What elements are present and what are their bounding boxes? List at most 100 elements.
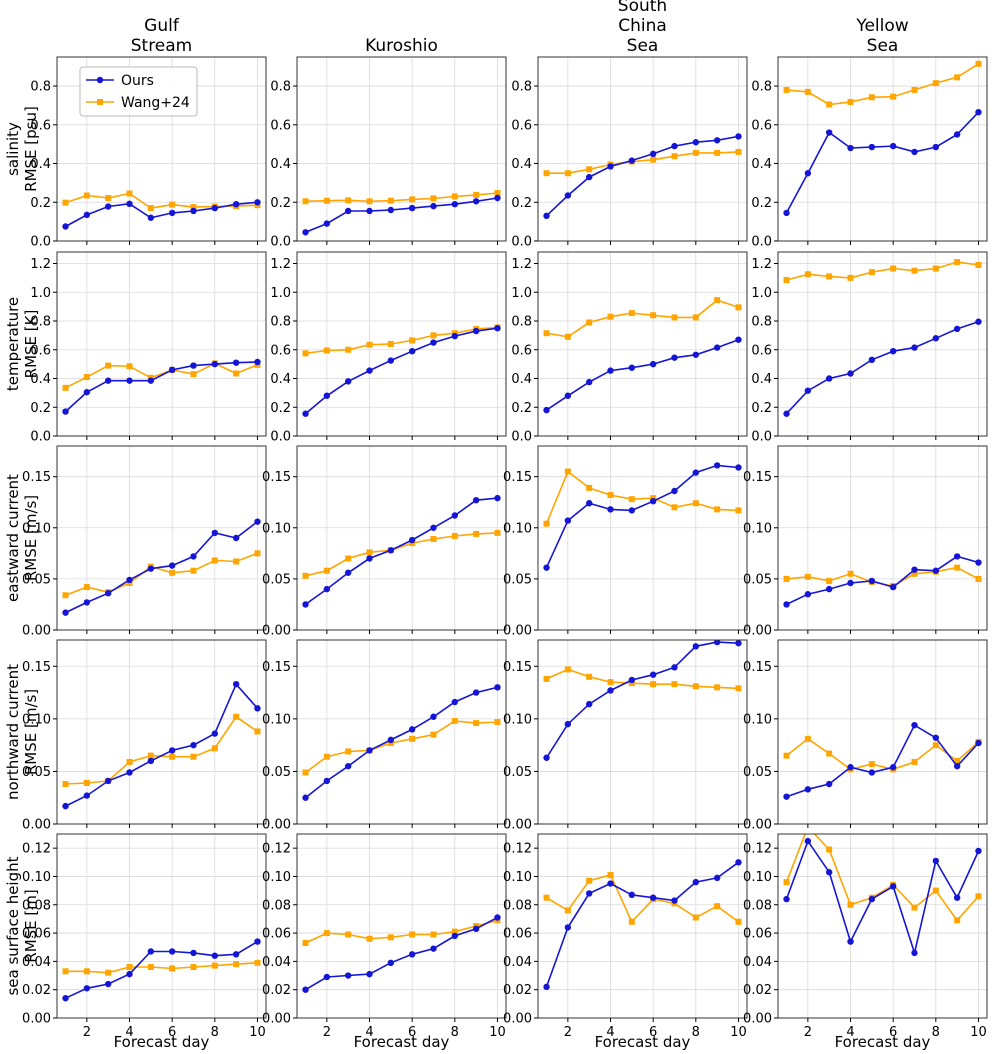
- ours-line: [305, 686, 498, 799]
- y-tick-label: 0.10: [503, 712, 532, 727]
- wang-point: [847, 570, 854, 577]
- ours-point: [607, 367, 614, 374]
- ours-point: [975, 847, 982, 855]
- wang-point: [105, 362, 112, 369]
- ours-point: [783, 410, 790, 417]
- y-tick-label: 0.0: [511, 235, 532, 250]
- ours-point: [953, 131, 961, 138]
- x-tick-label: 4: [365, 1025, 373, 1040]
- ours-point: [104, 203, 112, 210]
- ours-point: [190, 207, 197, 215]
- ours-point: [628, 157, 636, 164]
- wang-point: [735, 507, 742, 514]
- wang-point: [430, 332, 437, 339]
- ours-line: [545, 861, 739, 988]
- panel: 0.0 0.2 0.4 0.6 0.8: [270, 56, 507, 250]
- panel: 0.00 0.02 0.04 0.06 0.08 0.10 0.12 2 4 6 8 10: [22, 833, 267, 1040]
- y-tick-label: 0.10: [262, 870, 291, 885]
- wang-point: [975, 893, 982, 900]
- ours-point: [825, 129, 833, 136]
- ours-point: [83, 985, 91, 992]
- wang-point: [105, 195, 112, 202]
- wang-point: [62, 781, 69, 788]
- ours-point: [430, 713, 437, 720]
- ours-point: [494, 914, 501, 921]
- panel-frame: [537, 56, 748, 242]
- ours-series: [62, 199, 261, 230]
- ours-point: [83, 792, 91, 799]
- y-tick-label: 0.05: [503, 765, 532, 780]
- wang-point: [975, 261, 982, 268]
- ours-point: [692, 643, 700, 650]
- ours-point: [168, 209, 176, 217]
- column-title: Sea: [867, 36, 899, 56]
- wang-point: [714, 506, 721, 513]
- wang-point: [826, 846, 833, 853]
- y-tick-label: 0.6: [751, 118, 772, 133]
- ours-series: [783, 721, 982, 800]
- y-tick-label: 0.04: [22, 955, 51, 970]
- y-tick-label: 0.02: [503, 983, 532, 998]
- wang-point: [366, 198, 373, 205]
- panel: 0.00 0.05 0.10 0.15: [743, 445, 988, 639]
- wang-point: [692, 314, 699, 321]
- wang-point: [847, 98, 854, 105]
- ours-point: [408, 536, 416, 544]
- ours-point: [168, 747, 176, 754]
- y-tick-label: 0.00: [22, 1012, 51, 1027]
- x-axis-label: Forecast day: [595, 1033, 691, 1051]
- wang-point: [890, 265, 897, 272]
- x-tick-label: 8: [932, 1025, 940, 1040]
- ours-point: [147, 377, 155, 384]
- y-tick-label: 0.0: [30, 430, 51, 445]
- wang-series: [543, 148, 742, 177]
- wang-point: [783, 752, 790, 759]
- wang-point: [692, 914, 699, 921]
- ours-line: [545, 135, 739, 217]
- ours-point: [713, 462, 721, 469]
- ours-point: [254, 358, 261, 366]
- ours-point: [147, 948, 155, 955]
- ours-point: [975, 739, 982, 747]
- ours-point: [366, 970, 373, 978]
- y-tick-label: 0.4: [751, 372, 772, 387]
- panel-frame: [537, 251, 748, 437]
- y-tick-label: 0.2: [751, 196, 772, 211]
- wang-series: [302, 189, 501, 205]
- wang-legend-marker: [97, 99, 103, 105]
- ours-point: [211, 529, 219, 537]
- ours-point: [671, 142, 678, 150]
- ours-point: [543, 406, 550, 414]
- ours-point: [649, 360, 657, 368]
- wang-point: [345, 346, 352, 353]
- ours-point: [692, 351, 700, 358]
- column-title: Stream: [131, 36, 193, 56]
- y-tick-label: 0.00: [22, 818, 51, 833]
- y-tick-label: 0.4: [30, 157, 51, 172]
- y-tick-label: 0.6: [511, 118, 532, 133]
- y-tick-label: 0.0: [270, 235, 291, 250]
- y-tick-label: 0.2: [30, 401, 51, 416]
- y-tick-label: 0.15: [503, 470, 532, 485]
- y-tick-label: 0.4: [270, 372, 291, 387]
- row-ylabel: temperature RMSE [K]: [4, 297, 40, 391]
- wang-point: [323, 753, 330, 760]
- ours-point: [649, 498, 657, 505]
- wang-point: [451, 717, 458, 724]
- ours-point: [366, 367, 373, 374]
- ours-point: [783, 895, 790, 903]
- ours-point: [735, 640, 742, 647]
- wang-line: [305, 720, 498, 774]
- wang-point: [254, 959, 261, 966]
- ours-point: [211, 204, 219, 212]
- ours-point: [104, 777, 112, 785]
- wang-series: [783, 60, 982, 108]
- y-tick-label: 0.0: [751, 430, 772, 445]
- wang-point: [387, 197, 394, 204]
- ours-point: [147, 214, 155, 221]
- ours-point: [804, 387, 812, 394]
- ours-point: [190, 949, 197, 957]
- ours-point: [735, 859, 742, 866]
- wang-point: [387, 934, 394, 941]
